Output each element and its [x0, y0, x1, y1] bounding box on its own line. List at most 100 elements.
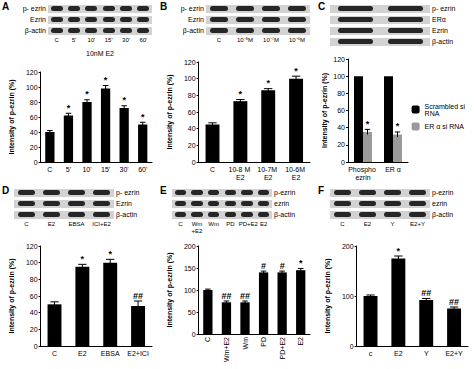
svg-text:120: 120: [26, 243, 38, 250]
svg-text:200: 200: [184, 243, 196, 250]
svg-text:*: *: [397, 246, 401, 256]
svg-text:##: ##: [240, 291, 250, 301]
svg-text:##: ##: [421, 288, 431, 298]
svg-text:0: 0: [341, 159, 345, 166]
svg-text:0: 0: [34, 159, 38, 166]
svg-text:Intensity of p-ezrin (%): Intensity of p-ezrin (%): [8, 258, 16, 333]
svg-text:E2: E2: [236, 174, 245, 181]
svg-text:40: 40: [337, 124, 345, 131]
svg-text:##: ##: [133, 291, 143, 301]
svg-text:ER α si RNA: ER α si RNA: [425, 123, 465, 130]
svg-text:80: 80: [188, 92, 196, 99]
svg-text:*: *: [396, 121, 400, 131]
html-text:Wm +E2: Wm +E2: [191, 221, 203, 234]
svg-text:E2: E2: [394, 350, 403, 357]
svg-text:#: #: [280, 261, 285, 271]
svg-text:80: 80: [337, 90, 345, 97]
svg-text:0: 0: [192, 159, 196, 166]
svg-text:E2: E2: [78, 350, 87, 357]
html-text:B: B: [160, 1, 168, 12]
svg-text:C: C: [204, 337, 211, 342]
svg-text:20: 20: [337, 141, 345, 148]
svg-text:Intensity of p-ezrin (%): Intensity of p-ezrin (%): [166, 74, 174, 149]
svg-text:*: *: [294, 66, 298, 76]
svg-text:*: *: [141, 112, 145, 122]
svg-text:*: *: [299, 258, 303, 268]
svg-text:20: 20: [188, 142, 196, 149]
svg-text:Scrambled si: Scrambled si: [425, 103, 467, 110]
svg-text:100: 100: [26, 259, 38, 266]
svg-text:0: 0: [34, 343, 38, 350]
svg-text:20: 20: [30, 326, 38, 333]
svg-text:Phospho: Phospho: [348, 166, 378, 174]
svg-text:Intensity of p-ezrin (%): Intensity of p-ezrin (%): [324, 258, 332, 333]
svg-text:*: *: [108, 249, 112, 259]
svg-text:Intensity of p-ezrin (%): Intensity of p-ezrin (%): [8, 79, 16, 154]
svg-text:PD: PD: [260, 337, 267, 347]
svg-text:*: *: [366, 119, 370, 129]
svg-text:C: C: [52, 350, 57, 357]
svg-text:10-8 M: 10-8 M: [228, 166, 252, 173]
html-text:A: A: [2, 1, 10, 12]
svg-text:C: C: [47, 166, 52, 173]
svg-text:E2: E2: [264, 174, 273, 181]
svg-text:Intensity of p-ezrin (%): Intensity of p-ezrin (%): [321, 73, 329, 148]
svg-text:*: *: [122, 95, 126, 105]
svg-text:*: *: [85, 89, 89, 99]
svg-text:Y: Y: [424, 350, 429, 357]
svg-text:#: #: [261, 261, 266, 271]
svg-text:0: 0: [192, 331, 196, 338]
svg-text:5': 5': [66, 166, 71, 173]
html-text:C: C: [318, 1, 326, 12]
svg-text:60: 60: [30, 293, 38, 300]
svg-text:E2: E2: [297, 337, 304, 346]
svg-text:10': 10': [82, 166, 91, 173]
svg-text:Wm+E2: Wm+E2: [223, 337, 230, 362]
svg-text:10-7M: 10-7M: [257, 166, 279, 173]
svg-text:30': 30': [120, 166, 129, 173]
svg-text:RNA: RNA: [425, 110, 440, 117]
svg-text:100: 100: [26, 84, 38, 91]
svg-text:ER α: ER α: [385, 166, 401, 173]
svg-text:##: ##: [449, 297, 459, 307]
svg-text:40: 40: [188, 125, 196, 132]
svg-text:40: 40: [30, 309, 38, 316]
svg-text:120: 120: [26, 69, 38, 76]
svg-text:60: 60: [188, 109, 196, 116]
svg-text:*: *: [67, 103, 71, 113]
svg-text:Wm: Wm: [242, 337, 249, 350]
svg-text:60': 60': [138, 166, 147, 173]
svg-text:120: 120: [333, 56, 345, 63]
svg-text:E2+Y: E2+Y: [445, 350, 463, 357]
svg-text:C: C: [210, 166, 215, 173]
svg-text:100: 100: [342, 293, 354, 300]
svg-text:*: *: [266, 78, 270, 88]
svg-text:E2: E2: [292, 174, 301, 181]
svg-text:200: 200: [342, 243, 354, 250]
svg-text:0: 0: [350, 343, 354, 350]
svg-text:10-6M: 10-6M: [285, 166, 307, 173]
svg-text:ezrin: ezrin: [355, 174, 370, 181]
svg-text:*: *: [104, 75, 108, 85]
svg-text:150: 150: [184, 265, 196, 272]
svg-text:100: 100: [333, 73, 345, 80]
svg-text:120: 120: [184, 59, 196, 66]
svg-text:EBSA: EBSA: [101, 350, 120, 357]
svg-text:Intensity of p-ezrin (%): Intensity of p-ezrin (%): [166, 252, 174, 327]
svg-text:*: *: [81, 254, 85, 264]
svg-text:c: c: [369, 350, 373, 357]
svg-text:20: 20: [30, 144, 38, 151]
svg-text:60: 60: [30, 114, 38, 121]
svg-text:E2+ICI: E2+ICI: [127, 350, 149, 357]
svg-text:100: 100: [184, 75, 196, 82]
svg-text:80: 80: [30, 99, 38, 106]
svg-text:40: 40: [30, 129, 38, 136]
svg-text:15': 15': [101, 166, 110, 173]
svg-text:60: 60: [337, 107, 345, 114]
svg-text:PD+E2: PD+E2: [279, 337, 286, 359]
svg-text:80: 80: [30, 276, 38, 283]
svg-text:50: 50: [188, 309, 196, 316]
svg-text:##: ##: [221, 291, 231, 301]
svg-text:*: *: [239, 89, 243, 99]
svg-text:100: 100: [184, 287, 196, 294]
